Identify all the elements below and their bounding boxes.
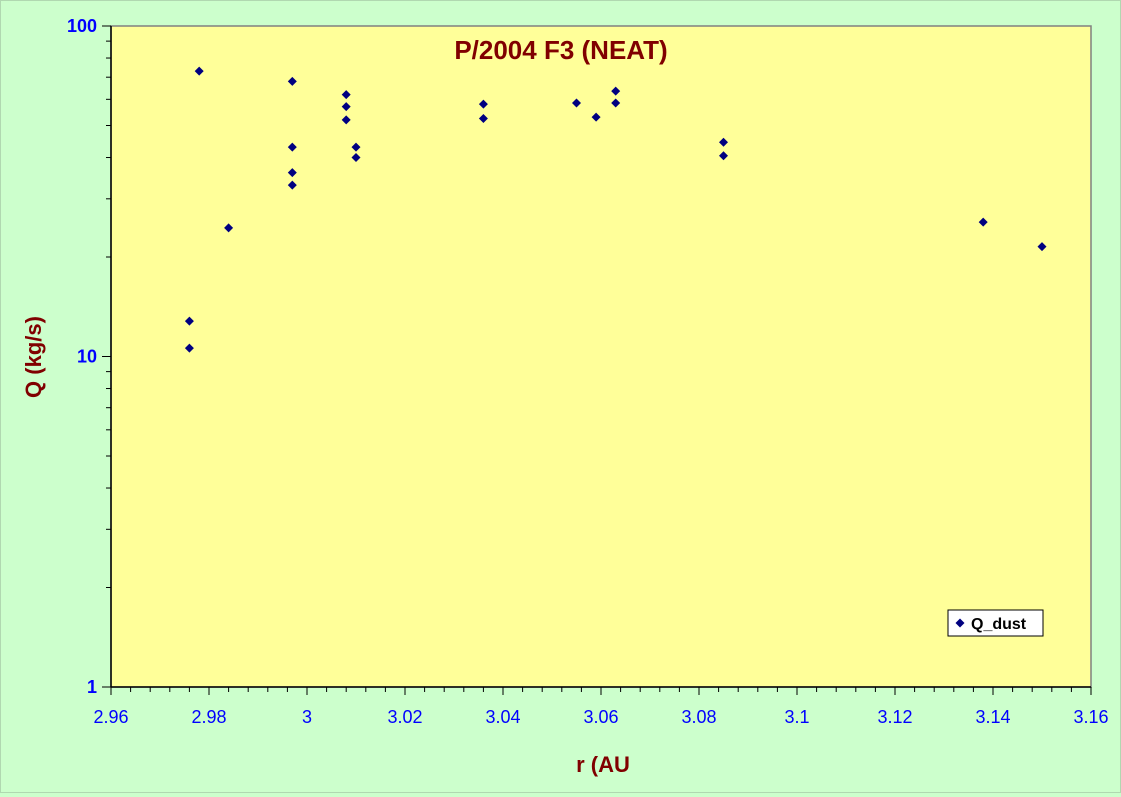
data-point	[287, 168, 297, 178]
data-point	[341, 115, 351, 125]
x-axis-label: r (AU	[576, 752, 630, 777]
x-axis-ticks: 2.96 2.98 3 3.02 3.04 3.06 3.08 3.1 3.12 3.14 3.16	[93, 687, 1109, 727]
data-point	[591, 112, 601, 122]
y-tick-label: 100	[67, 16, 97, 36]
data-point	[719, 151, 728, 161]
data-point	[351, 142, 361, 152]
plot-area	[110, 25, 1092, 688]
data-point	[287, 180, 297, 190]
legend: Q_dust	[947, 609, 1044, 637]
x-tick-label: 3.16	[1073, 707, 1108, 727]
x-tick-label: 3.12	[877, 707, 912, 727]
data-point	[287, 76, 297, 86]
data-point	[611, 86, 621, 96]
y-tick-label: 10	[77, 347, 97, 367]
data-point	[341, 90, 351, 100]
y-axis-ticks: 1 10 100	[67, 16, 111, 697]
x-tick-label: 2.98	[191, 707, 226, 727]
data-point	[478, 99, 488, 109]
data-point	[184, 316, 194, 326]
legend-entry-q-dust: Q_dust	[971, 616, 1027, 633]
y-tick-label: 1	[87, 677, 97, 697]
data-point	[478, 113, 488, 123]
data-point	[1037, 242, 1047, 252]
data-point	[194, 66, 204, 76]
data-point	[341, 102, 351, 112]
x-tick-label: 3.04	[485, 707, 520, 727]
x-tick-label: 3.14	[975, 707, 1010, 727]
data-points	[184, 66, 1047, 353]
y-axis-label: Q (kg/s)	[21, 316, 46, 398]
data-point	[351, 153, 361, 163]
x-tick-label: 2.96	[93, 707, 128, 727]
chart-title: P/2004 F3 (NEAT)	[454, 35, 667, 65]
x-tick-label: 3	[302, 707, 312, 727]
x-tick-label: 3.08	[681, 707, 716, 727]
data-point	[224, 223, 234, 233]
data-point	[978, 217, 988, 227]
x-tick-label: 3.06	[583, 707, 618, 727]
legend-marker-diamond	[955, 618, 965, 628]
x-tick-label: 3.1	[784, 707, 809, 727]
x-tick-label: 3.02	[387, 707, 422, 727]
data-point	[287, 142, 297, 152]
data-point	[184, 343, 194, 353]
data-point	[719, 137, 728, 147]
data-point	[611, 98, 621, 108]
data-point	[572, 98, 581, 108]
